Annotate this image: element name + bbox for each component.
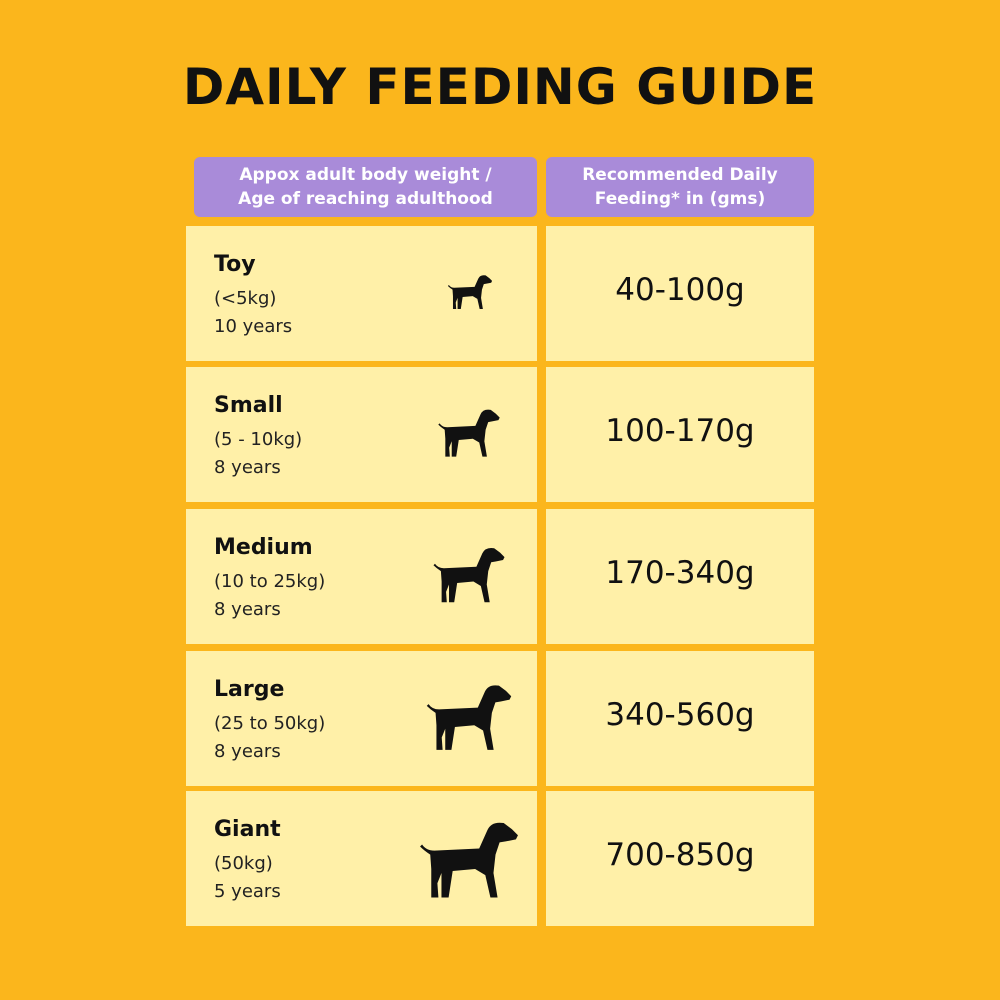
age: 8 years [214, 599, 281, 620]
feeding-amount: 40-100g [615, 272, 745, 308]
feeding-amount: 170-340g [605, 555, 755, 591]
feeding-amount: 700-850g [605, 837, 755, 873]
header-cell: Recommended Daily Feeding* in (gms) [546, 157, 814, 217]
header-line: Appox adult body weight / [239, 165, 492, 185]
weight: (10 to 25kg) [214, 571, 326, 592]
dog-silhouette [438, 409, 500, 457]
feeding-amount: 340-560g [605, 697, 755, 733]
dog-silhouette [433, 547, 505, 603]
age: 10 years [214, 316, 293, 337]
feeding-cell: 100-170g [546, 367, 814, 502]
feeding-amount: 100-170g [605, 413, 755, 449]
feeding-cell: 40-100g [546, 226, 814, 361]
size-name: Toy [214, 252, 256, 277]
age: 8 years [214, 457, 281, 478]
dog-icon [447, 275, 493, 309]
age: 8 years [214, 741, 281, 762]
weight: (5 - 10kg) [214, 429, 303, 450]
dog-icon [420, 822, 518, 898]
dog-silhouette [447, 275, 493, 309]
weight: (25 to 50kg) [214, 713, 326, 734]
dog-icon [426, 685, 512, 750]
feeding-cell: 170-340g [546, 509, 814, 644]
weight: (<5kg) [214, 288, 277, 309]
title: DAILY FEEDING GUIDE [182, 58, 818, 116]
header-line: Recommended Daily [582, 165, 778, 185]
dog-silhouette [420, 822, 518, 898]
header-line: Age of reaching adulthood [238, 189, 493, 209]
dog-icon [438, 409, 500, 457]
size-name: Medium [214, 535, 313, 560]
header-line: Feeding* in (gms) [594, 189, 766, 209]
dog-silhouette [426, 685, 512, 750]
size-name: Large [214, 677, 285, 702]
feeding-cell: 700-850g [546, 791, 814, 926]
size-name: Small [214, 393, 283, 418]
header-cell: Appox adult body weight / Age of reachin… [194, 157, 537, 217]
feeding-cell: 340-560g [546, 651, 814, 786]
age: 5 years [214, 881, 281, 902]
weight: (50kg) [214, 853, 273, 874]
dog-icon [433, 547, 505, 603]
size-name: Giant [214, 817, 281, 842]
